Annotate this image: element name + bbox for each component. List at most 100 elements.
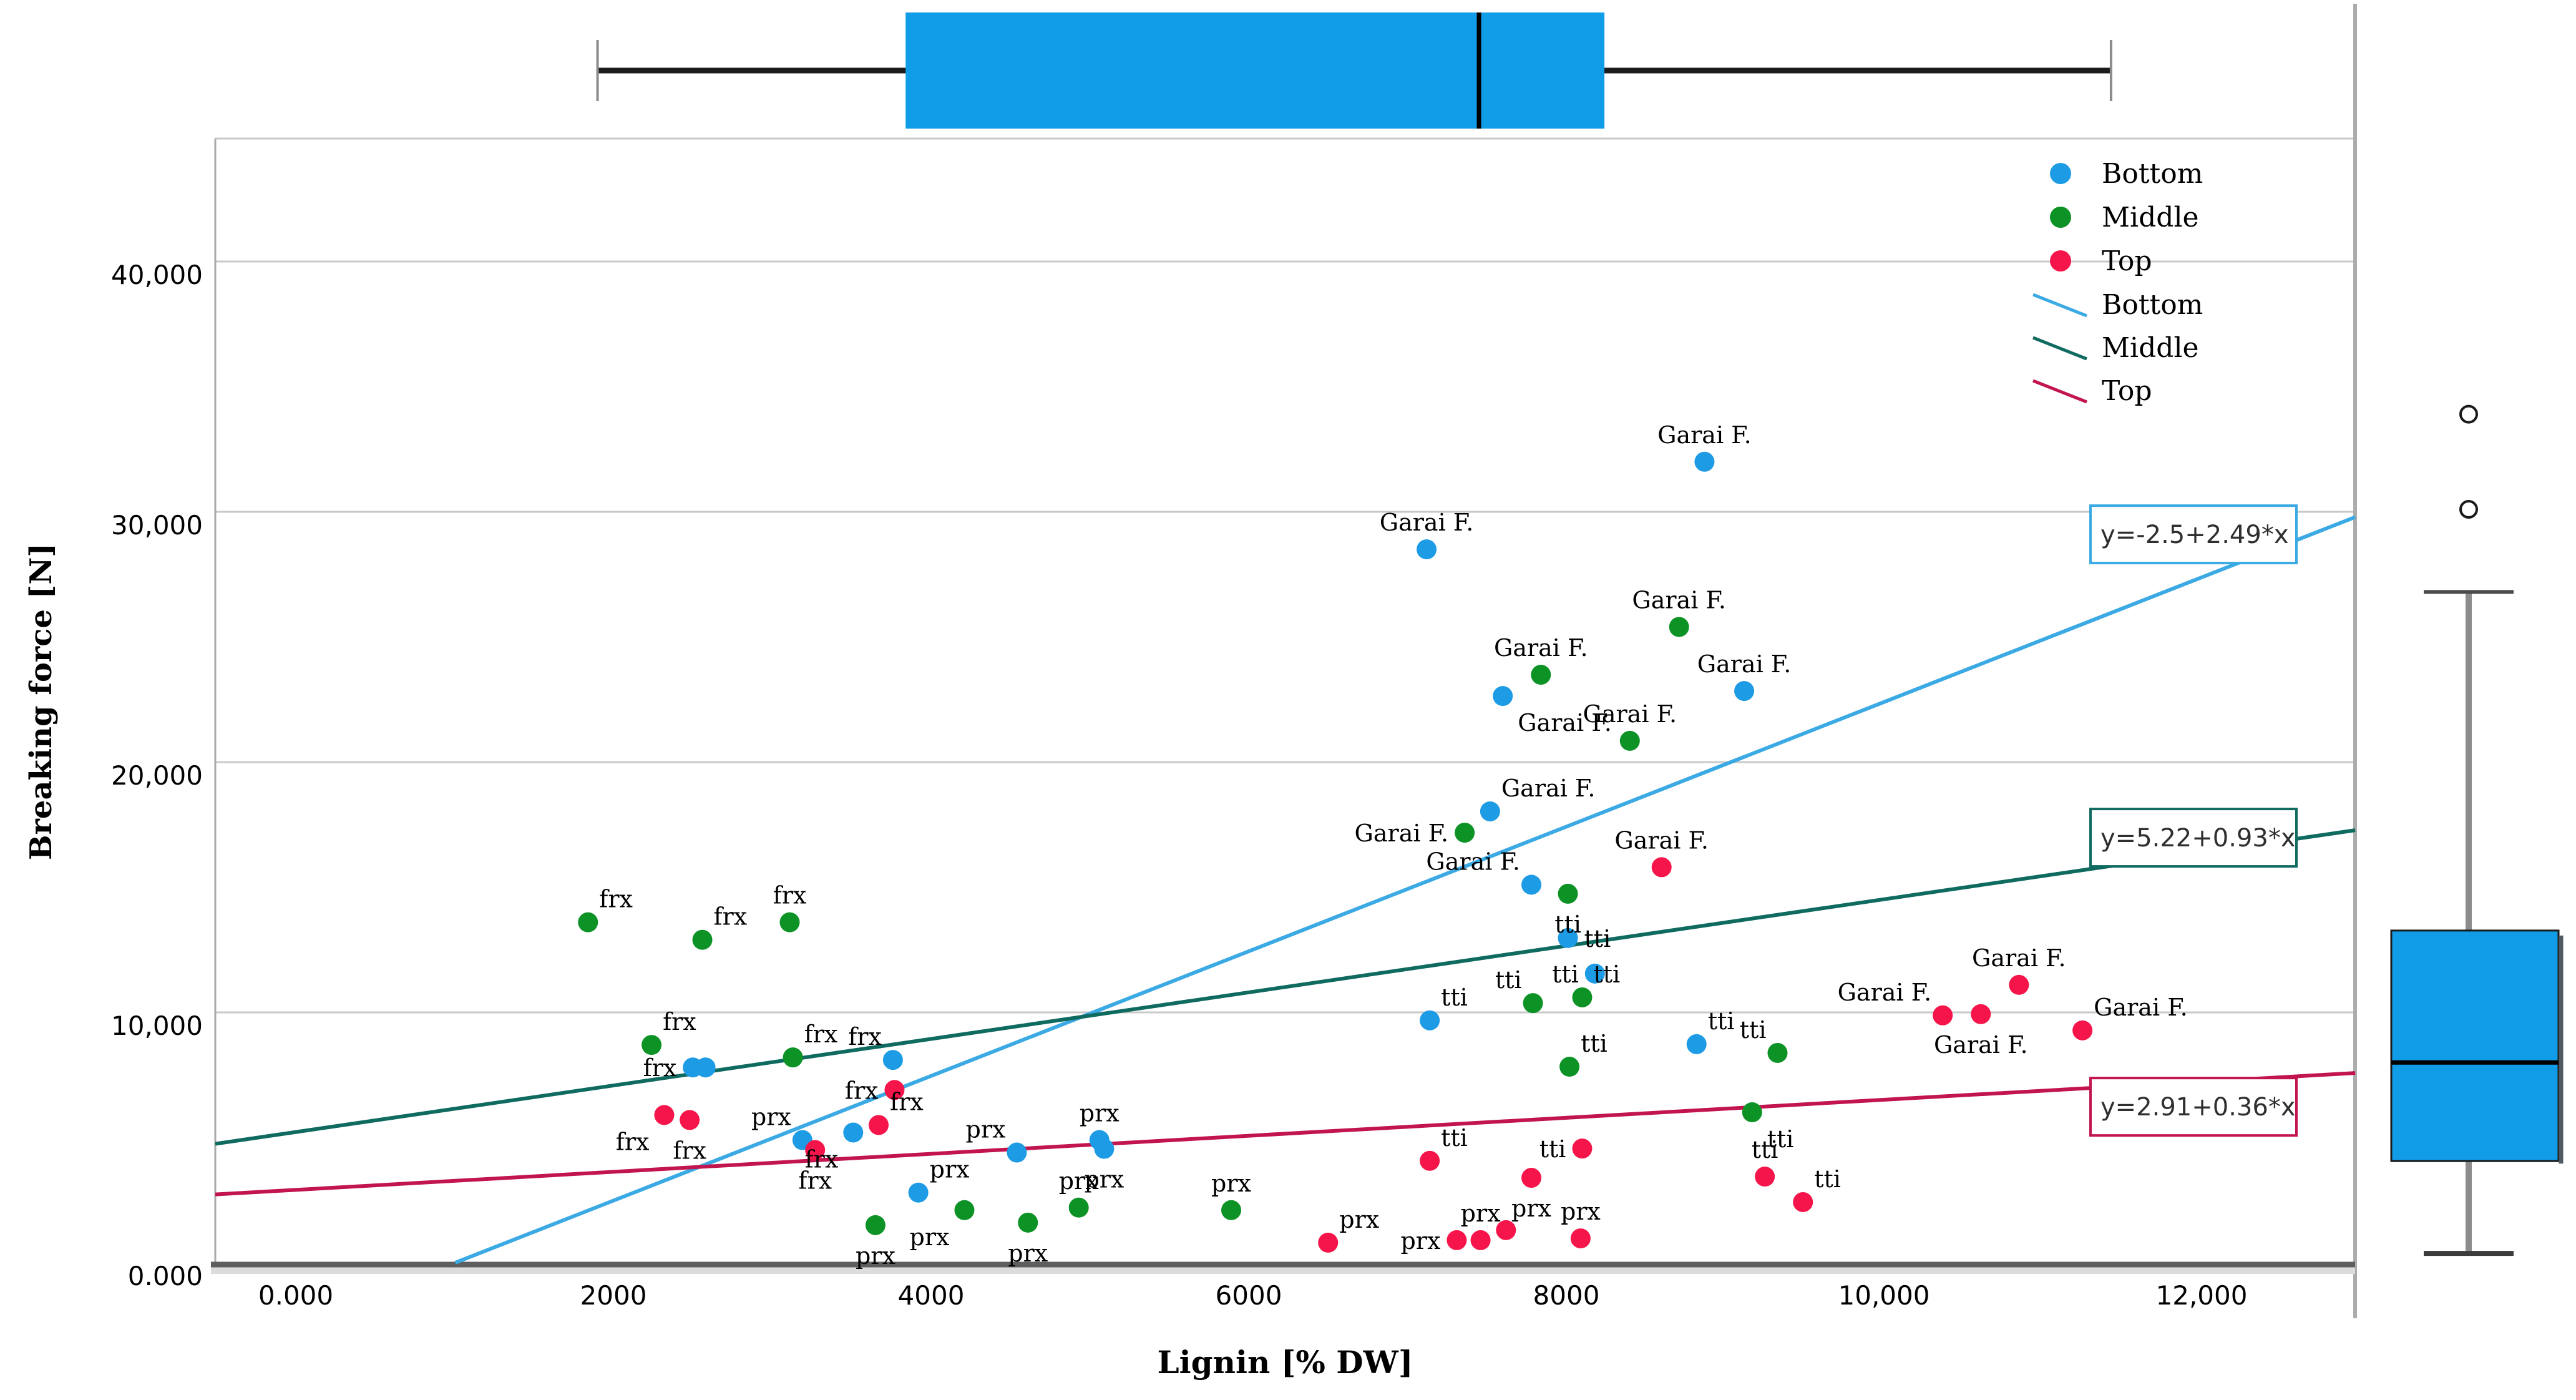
point-label: Garai F. [1632,586,1726,614]
data-point-middle [1619,730,1640,751]
data-point-bottom [1417,539,1437,560]
legend-label: Bottom [2102,158,2203,190]
top-boxplot-box [905,12,1605,129]
data-point-bottom [1480,801,1500,821]
data-point-bottom [1694,451,1715,472]
data-point-middle [1018,1212,1038,1233]
point-label: Garai F. [1657,421,1752,449]
x-tick-label: 6000 [1216,1280,1282,1311]
data-point-middle [1068,1197,1089,1218]
data-point-middle [1531,665,1551,685]
point-label: frx [663,1008,696,1035]
data-point-top [2009,974,2029,995]
data-point-top [1447,1230,1467,1250]
data-point-middle [578,912,598,933]
data-point-middle [1742,1102,1762,1122]
point-label: prx [966,1116,1006,1143]
point-label: Garai F. [1583,700,1677,728]
equation-text-bottom: y=-2.5+2.49*x [2100,521,2288,549]
right-boxplot-outlier [2459,404,2478,424]
point-label: tti [1441,984,1468,1011]
data-point-bottom [1493,686,1513,707]
point-label: tti [1767,1125,1794,1153]
point-label: tti [1495,966,1522,994]
data-point-top [654,1105,675,1125]
legend-marker-middle [2050,207,2071,228]
data-point-bottom [908,1182,929,1203]
point-label: frx [599,886,633,913]
x-tick-label: 10,000 [1838,1280,1930,1311]
equation-box-bottom [2089,504,2298,565]
y-tick-label: 10,000 [111,1011,203,1041]
equation-box-middle [2089,808,2298,868]
y-axis-title: Breaking force [N] [24,543,59,860]
point-label: frx [643,1054,677,1082]
point-label: Garai F. [1355,820,1449,847]
point-label: frx [714,903,748,931]
data-point-top [884,1080,905,1100]
point-label: frx [773,882,807,909]
x-tick-label: 4000 [898,1280,965,1311]
point-label: prx [1511,1195,1551,1222]
point-label: tti [1581,1030,1608,1057]
point-label: prx [751,1104,791,1131]
data-point-middle [1572,987,1593,1007]
point-label: tti [1539,1135,1566,1163]
point-label: Garai F. [1838,979,1932,1006]
point-label: prx [1008,1240,1048,1267]
equation-box-top [2089,1077,2298,1137]
x-tick-label: 8000 [1533,1280,1600,1311]
legend-label: Bottom [2102,289,2203,321]
data-point-middle [692,929,713,950]
data-point-bottom [1007,1142,1027,1163]
point-label: tti [1584,925,1611,952]
point-label: tti [1441,1124,1468,1152]
x-tick-label: 2000 [580,1280,647,1311]
legend-line-top [2032,379,2087,404]
data-point-top [1793,1192,1813,1212]
point-label: prx [1400,1227,1440,1255]
point-label: tti [1708,1007,1735,1035]
point-label: frx [804,1021,838,1048]
data-point-top [1318,1232,1339,1253]
regression-line-top [215,1071,2356,1197]
data-point-bottom [1584,963,1605,984]
data-point-middle [779,912,800,933]
point-label: tti [1554,911,1581,938]
data-point-middle [783,1047,803,1068]
point-label: prx [1084,1166,1124,1193]
regression-line-bottom [454,515,2356,1265]
data-point-middle [865,1215,886,1235]
point-label: frx [805,1145,839,1173]
y-tick-label: 20,000 [111,760,203,791]
data-point-bottom [1686,1034,1707,1054]
point-label: Garai F. [1518,709,1612,737]
legend-line-bottom [2032,293,2087,318]
data-point-top [869,1115,889,1135]
point-label: prx [1080,1100,1120,1127]
point-label: prx [856,1242,895,1270]
data-point-top [805,1140,826,1160]
data-point-top [680,1110,700,1130]
data-point-middle [1455,823,1475,843]
data-point-top [1651,857,1672,878]
data-point-top [2072,1020,2093,1040]
data-point-bottom [1734,681,1755,702]
legend-marker-bottom [2050,163,2071,184]
point-label: Garai F. [1501,775,1596,802]
point-label: tti [1740,1016,1767,1044]
point-label: prx [1211,1170,1251,1197]
point-label: tti [1814,1165,1841,1193]
data-point-middle [1559,1057,1580,1077]
point-label: prx [1461,1200,1501,1227]
x-tick-label: 0.000 [258,1280,333,1311]
point-label: prx [1339,1206,1379,1233]
x-axis-title: Lignin [% DW] [1158,1344,1413,1381]
point-label: frx [616,1128,650,1155]
point-label: Garai F. [1934,1031,2028,1059]
data-point-middle [1558,883,1578,904]
data-point-top [1570,1228,1591,1249]
